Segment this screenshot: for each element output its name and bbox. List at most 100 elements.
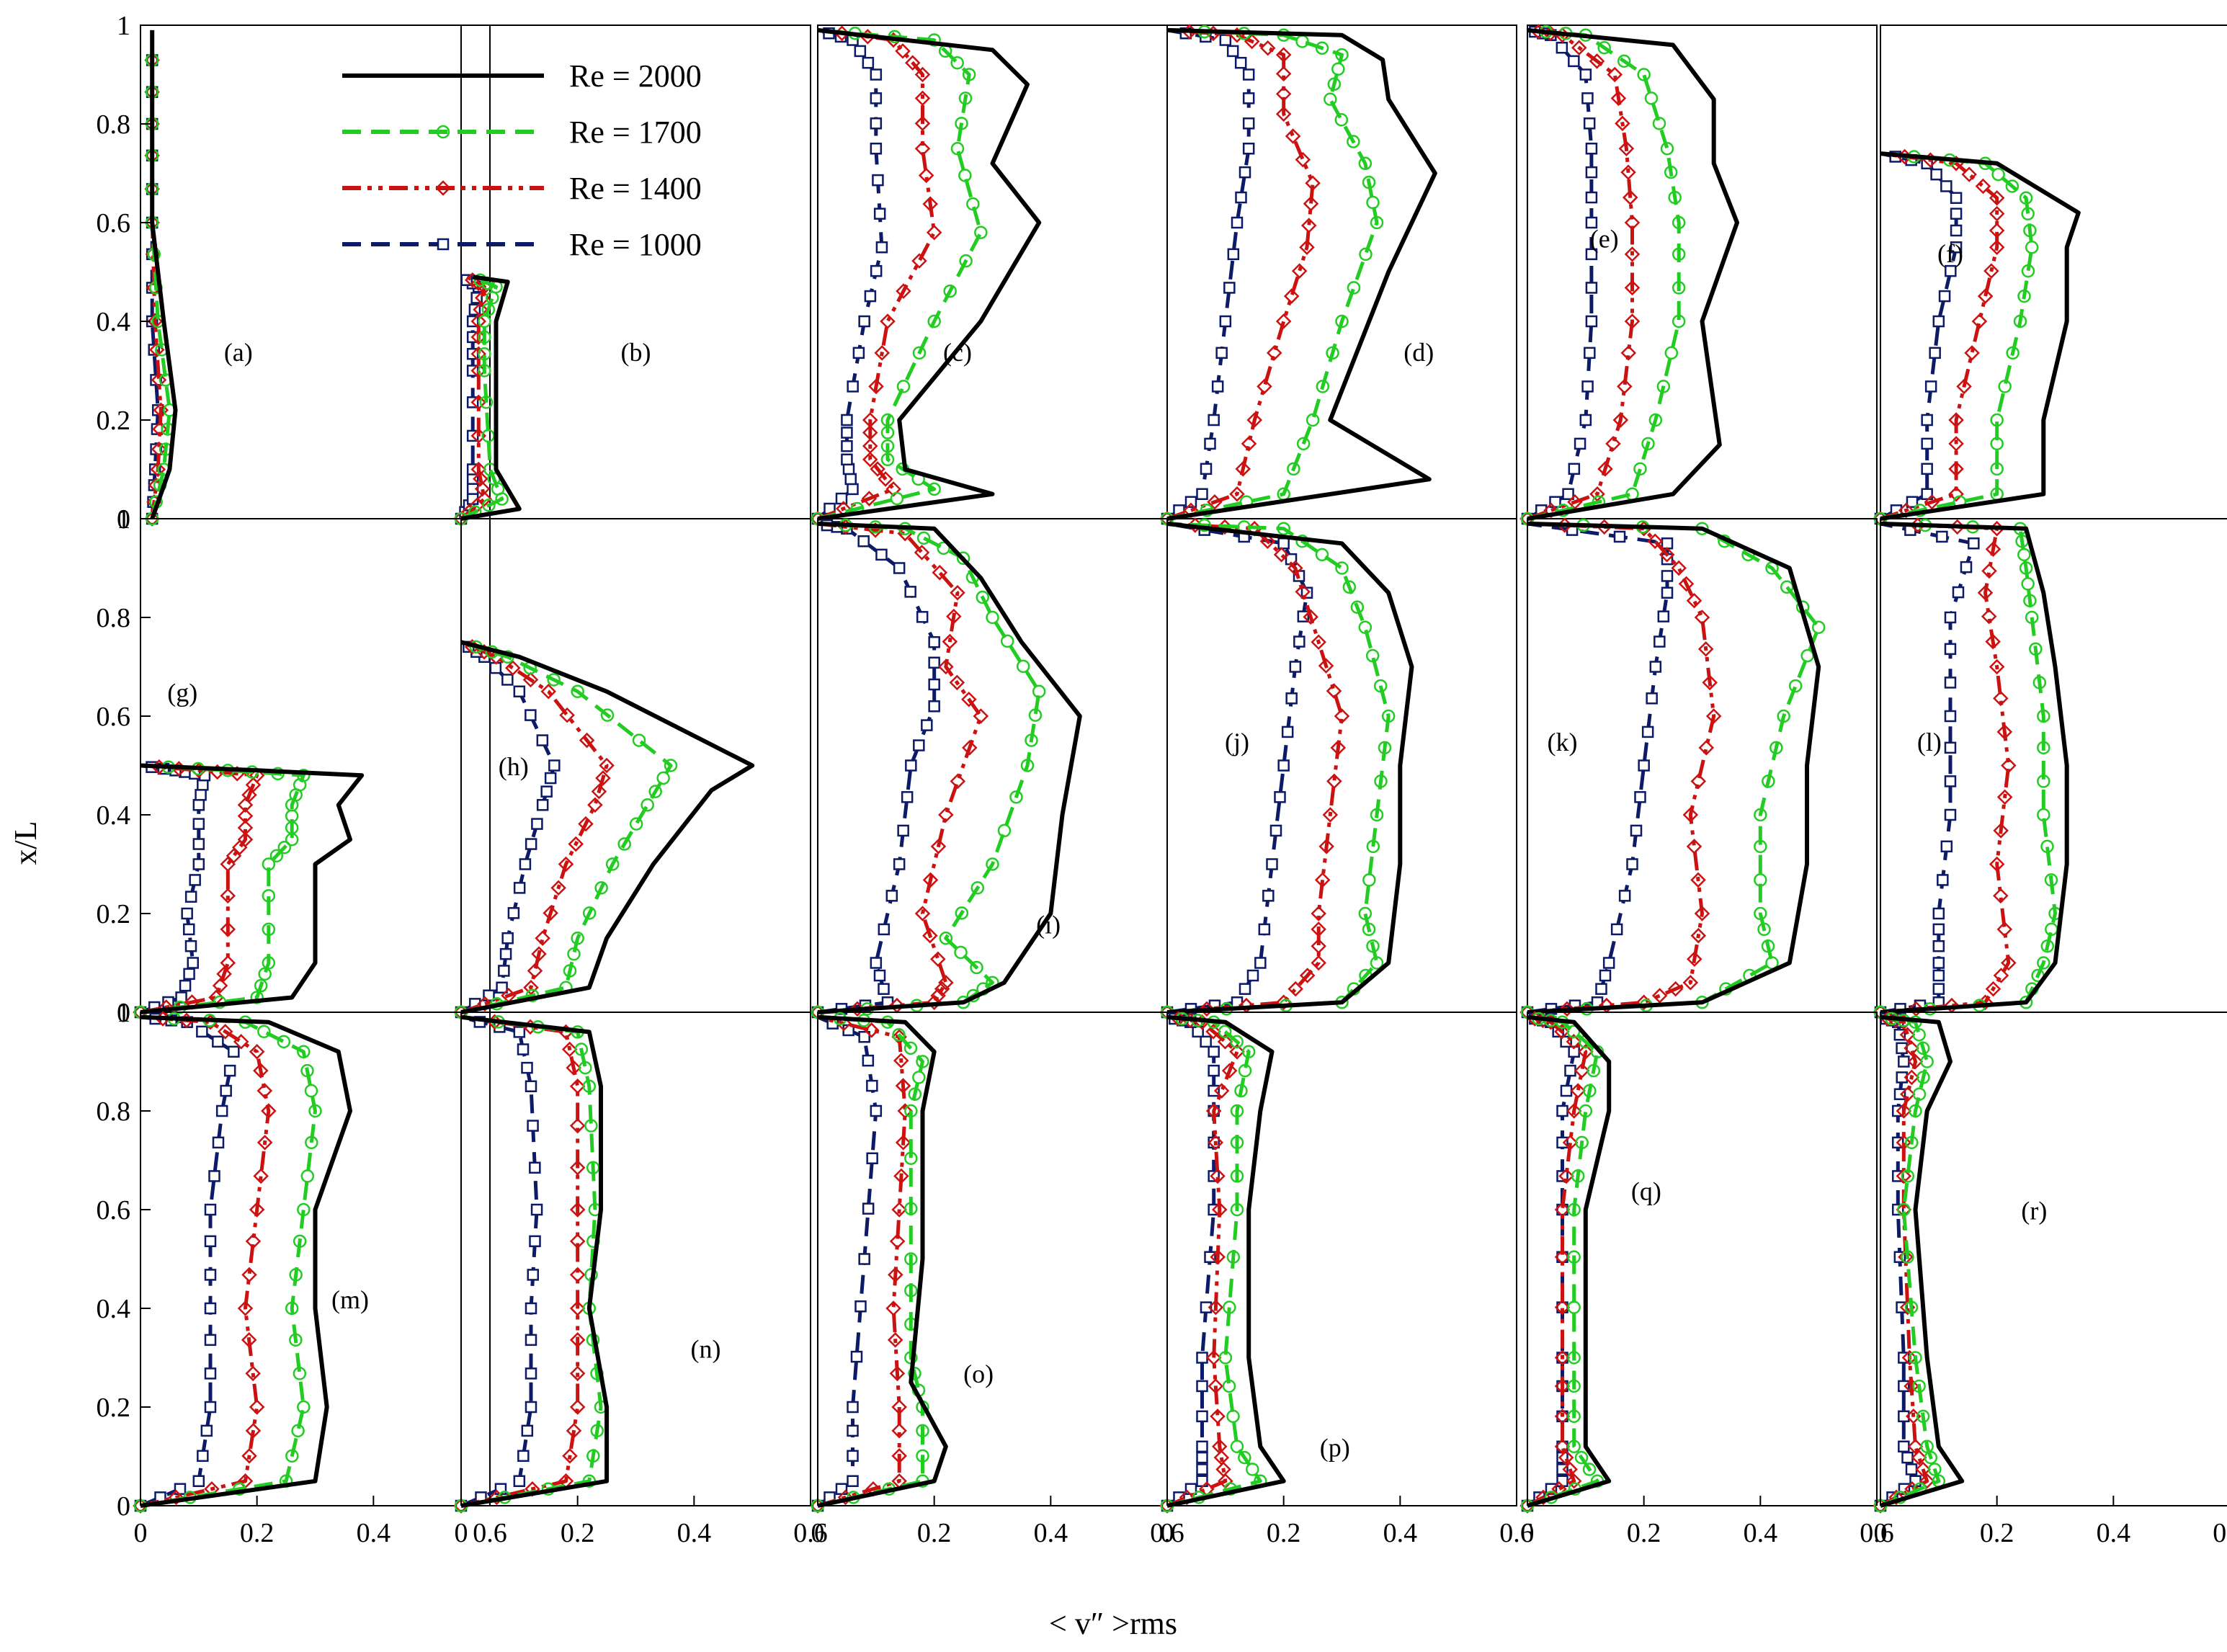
series-line-re1000 [1879, 151, 1958, 521]
series-marker-re1400 [893, 1053, 909, 1068]
series-marker-re1000 [901, 791, 914, 803]
series-marker-re1400 [1667, 981, 1684, 997]
series-marker-re1400 [220, 888, 236, 904]
series-marker-re1400 [245, 777, 262, 793]
x-tick-label: 0.2 [561, 1518, 595, 1548]
series-marker-re1400 [1989, 856, 2005, 872]
series-marker-re1400 [891, 1423, 907, 1439]
series-marker-re1700 [1359, 247, 1373, 262]
series-marker-re1400 [926, 224, 942, 241]
series-marker-re1700 [300, 1063, 314, 1078]
series-marker-re1000 [1211, 380, 1224, 393]
series-marker-re1400 [1210, 1408, 1226, 1424]
series-marker-re1400 [938, 975, 954, 991]
panel-j: (j) [1159, 517, 1517, 1020]
series-marker-re1000 [181, 907, 193, 920]
x-tick-label: 0 [1874, 1518, 1888, 1548]
series-marker-re1000 [1585, 315, 1598, 328]
series-marker-re1400 [1624, 215, 1641, 231]
series-marker-re1400 [568, 836, 584, 852]
series-marker-re1700 [600, 708, 615, 722]
series-line-re1700 [1527, 28, 1681, 521]
series-marker-re1700 [976, 590, 990, 604]
series-marker-re1400 [543, 905, 558, 921]
series-marker-re1400 [1993, 888, 2009, 904]
series-marker-re1000 [872, 174, 884, 187]
series-line-re2000 [1880, 1014, 1965, 1508]
panel-m: (m) [133, 1011, 491, 1514]
series-marker-re1700 [2032, 676, 2047, 689]
series-marker-re1700 [955, 117, 968, 130]
series-marker-re1700 [1366, 195, 1380, 210]
x-tick-label: 0.2 [1267, 1518, 1301, 1548]
series-marker-re1700 [927, 482, 941, 496]
x-tick-label: 0 [811, 1518, 825, 1548]
series-marker-re1400 [237, 820, 254, 836]
series-marker-re1000 [1215, 347, 1228, 360]
series-marker-re1000 [184, 890, 197, 903]
series-marker-re1400 [897, 1103, 914, 1119]
series-marker-re1000 [1196, 488, 1208, 500]
series-marker-re1400 [150, 461, 166, 478]
series-marker-re1000 [196, 1025, 208, 1038]
series-line-re2000 [1527, 27, 1739, 521]
panel-frame [1166, 518, 1517, 1013]
series-marker-re1400 [885, 481, 901, 497]
series-line-re1400 [1527, 28, 1634, 521]
series-marker-re1400 [922, 196, 938, 212]
series-marker-re1000 [1223, 282, 1236, 294]
panel-c: (c) [810, 24, 1168, 527]
series-marker-re1000 [204, 1235, 217, 1248]
series-marker-re1700 [997, 823, 1012, 838]
series-marker-re1400 [1705, 708, 1722, 724]
series-marker-re1400 [1208, 1378, 1224, 1394]
panel-label: (j) [1225, 728, 1249, 756]
y-tick-label: 0.4 [97, 800, 131, 831]
series-marker-re1000 [195, 789, 207, 801]
series-marker-re1000 [1896, 1042, 1908, 1055]
series-marker-re1400 [1690, 927, 1707, 944]
series-marker-re1000 [1944, 611, 1957, 624]
series-marker-re1000 [521, 1061, 533, 1074]
series-marker-re1000 [1556, 41, 1568, 54]
series-marker-re1700 [1754, 808, 1767, 822]
series-marker-re1700 [1571, 1169, 1585, 1183]
series-marker-re1000 [1634, 791, 1646, 803]
series-marker-re1400 [973, 708, 989, 724]
x-tick-label: 0.4 [357, 1518, 391, 1548]
series-marker-re1700 [277, 840, 292, 854]
series-marker-re1700 [262, 922, 276, 937]
series-marker-re1000 [1585, 216, 1598, 229]
series-marker-re1700 [2037, 956, 2050, 970]
series-marker-re1700 [950, 55, 964, 70]
series-marker-re1000 [1653, 635, 1666, 648]
series-marker-re1400 [476, 491, 493, 507]
series-marker-re1700 [1916, 1409, 1930, 1424]
series-marker-re1400 [1554, 1378, 1571, 1394]
series-marker-re1400 [1687, 951, 1702, 968]
series-marker-re1400 [1924, 494, 1940, 510]
series-line-re1000 [460, 1015, 539, 1508]
series-marker-re1400 [1208, 1299, 1224, 1316]
series-marker-re1700 [481, 303, 496, 316]
x-tick-label: 0.2 [240, 1518, 275, 1548]
series-marker-re1400 [1908, 1001, 1924, 1017]
series-marker-re1700 [1230, 1439, 1244, 1454]
x-tick-label: 0.2 [917, 1518, 952, 1548]
series-marker-re1700 [1222, 1379, 1236, 1393]
series-marker-re1700 [1230, 1104, 1244, 1118]
panel-a: (a) [140, 24, 491, 527]
series-marker-re1000 [1936, 530, 1948, 543]
series-marker-re1400 [942, 633, 958, 650]
series-marker-re1400 [527, 963, 543, 979]
series-marker-re1700 [1754, 906, 1767, 921]
series-marker-re1700 [1617, 54, 1631, 68]
series-marker-re1000 [175, 991, 187, 1004]
series-marker-re1000 [842, 463, 855, 475]
series-marker-re1700 [1226, 1409, 1240, 1424]
x-tick-label: 0.6 [473, 1518, 507, 1548]
series-marker-re1700 [1575, 1135, 1589, 1150]
series-line-re2000 [1166, 27, 1437, 521]
series-marker-re1400 [1283, 288, 1300, 304]
series-marker-re1000 [858, 315, 870, 328]
